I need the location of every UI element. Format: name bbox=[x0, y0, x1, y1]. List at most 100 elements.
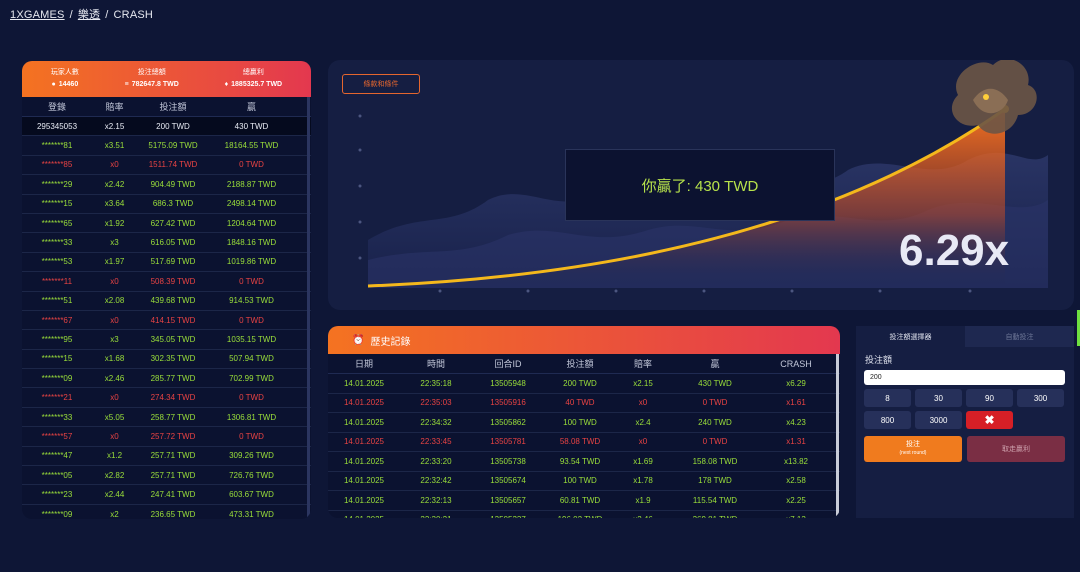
side-edge-indicator bbox=[1077, 310, 1080, 346]
col-crash: CRASH bbox=[780, 358, 812, 369]
chip-300[interactable]: 300 bbox=[1017, 389, 1064, 407]
cashout-button[interactable]: 取走贏利 bbox=[967, 436, 1065, 462]
cell-bet: 257.72 TWD bbox=[150, 431, 196, 441]
col-win: 贏 bbox=[710, 359, 720, 369]
cell-win: 702.99 TWD bbox=[229, 373, 274, 383]
col-bet: 投注額 bbox=[566, 359, 594, 369]
cell-odds: x2.44 bbox=[104, 490, 125, 500]
col-date: 日期 bbox=[354, 359, 373, 369]
cell-crash: x13.82 bbox=[783, 456, 809, 466]
cell-win: 0 TWD bbox=[702, 437, 728, 447]
table-row: *******05 x2.82 257.71 TWD 726.76 TWD bbox=[22, 466, 311, 486]
cell-odds: x3 bbox=[110, 334, 119, 344]
stat-value: 1885325.7 TWD bbox=[231, 81, 283, 88]
table-row: *******21 x0 274.34 TWD 0 TWD bbox=[22, 388, 311, 408]
cell-odds: x2.08 bbox=[104, 296, 125, 306]
history-title: 歷史記錄 bbox=[370, 336, 411, 348]
cell-bet: 439.68 TWD bbox=[150, 296, 196, 306]
cell-date: 14.01.2025 bbox=[343, 495, 385, 505]
cell-bet: 616.05 TWD bbox=[150, 238, 196, 248]
cell-odds: x2 bbox=[110, 509, 119, 519]
crash-game-panel: 條款和條件 你贏了: 430 TWD 6.29x bbox=[328, 60, 1074, 310]
breadcrumb-root-link[interactable]: 1XGAMES bbox=[10, 9, 65, 21]
cell-user: *******33 bbox=[41, 412, 73, 422]
history-scrollbar[interactable] bbox=[836, 354, 839, 518]
cell-crash: x2.25 bbox=[786, 495, 806, 505]
cell-bet: 236.65 TWD bbox=[150, 509, 196, 519]
table-row: *******33 x3 616.05 TWD 1848.16 TWD bbox=[22, 233, 311, 253]
cell-win: 603.67 TWD bbox=[229, 490, 274, 500]
user-icon: ● bbox=[51, 81, 56, 88]
cell-odds: x2.15 bbox=[104, 121, 125, 131]
cell-bet: 302.35 TWD bbox=[150, 354, 196, 364]
cell-win: 914.53 TWD bbox=[229, 296, 274, 306]
cell-time: 22:30:21 bbox=[400, 515, 472, 518]
table-row: 14.01.2025 22:34:32 13505862 100 TWD x2.4 240… bbox=[328, 413, 840, 433]
history-table-body[interactable]: 14.01.2025 22:35:18 13505948 200 TWD x2.15 43… bbox=[328, 374, 840, 518]
table-row: *******29 x2.42 904.49 TWD 2188.87 TWD bbox=[22, 175, 311, 195]
cell-time: 22:32:42 bbox=[420, 476, 452, 486]
bet-amount-input[interactable]: 200 bbox=[864, 370, 1065, 385]
players-scrollbar[interactable] bbox=[307, 97, 310, 517]
bet-button-sub: (next round) bbox=[899, 450, 927, 456]
chip-3000[interactable]: 3000 bbox=[915, 411, 962, 429]
cell-bet: 904.49 TWD bbox=[150, 179, 196, 189]
cell-odds: x1.9 bbox=[635, 495, 651, 505]
crash-curve-fill bbox=[368, 109, 1005, 286]
clear-amount-button[interactable]: ✖ bbox=[966, 411, 1013, 429]
cell-win: 1035.15 TWD bbox=[226, 334, 277, 344]
cell-win: 158.08 TWD bbox=[692, 456, 738, 466]
cell-win: 115.54 TWD bbox=[692, 495, 738, 505]
cell-win: 473.31 TWD bbox=[229, 509, 274, 519]
cell-date: 14.01.2025 bbox=[343, 417, 385, 427]
table-row: 14.01.2025 22:35:18 13505948 200 TWD x2.15 43… bbox=[328, 374, 840, 394]
table-row: *******57 x0 257.72 TWD 0 TWD bbox=[22, 427, 311, 447]
cell-bet: 257.71 TWD bbox=[150, 470, 196, 480]
cell-win: 726.76 TWD bbox=[229, 470, 274, 480]
cell-win: 0 TWD bbox=[702, 398, 728, 408]
cell-odds: x2.46 bbox=[104, 373, 125, 383]
tab-manual-bet[interactable]: 投注額選擇器 bbox=[856, 326, 965, 347]
table-row: *******85 x0 1511.74 TWD 0 TWD bbox=[22, 156, 311, 176]
chip-30[interactable]: 30 bbox=[915, 389, 962, 407]
cell-win: 0 TWD bbox=[239, 431, 264, 441]
cell-odds: x1.92 bbox=[104, 218, 125, 228]
table-row: *******65 x1.92 627.42 TWD 1204.64 TWD bbox=[22, 214, 311, 234]
cell-odds: x0 bbox=[638, 437, 648, 447]
cell-crash: x1.31 bbox=[786, 437, 806, 447]
cell-win: 1204.64 TWD bbox=[226, 218, 277, 228]
tab-auto-bet[interactable]: 自動投注 bbox=[965, 326, 1074, 347]
breadcrumb-lottery-link[interactable]: 樂透 bbox=[77, 9, 101, 21]
bet-tabs: 投注額選擇器 自動投注 bbox=[856, 326, 1074, 347]
cell-bet: 200 TWD bbox=[156, 121, 190, 131]
col-time: 時間 bbox=[426, 359, 445, 369]
cell-user: *******95 bbox=[41, 334, 73, 344]
table-row: *******23 x2.44 247.41 TWD 603.67 TWD bbox=[22, 485, 311, 505]
bet-amount-label: 投注額 bbox=[865, 355, 893, 365]
place-bet-button[interactable]: 投注 (next round) bbox=[864, 436, 962, 462]
chip-90[interactable]: 90 bbox=[966, 389, 1013, 407]
chip-8[interactable]: 8 bbox=[864, 389, 911, 407]
cell-time: 22:32:13 bbox=[420, 495, 452, 505]
cell-win: 430 TWD bbox=[234, 121, 269, 131]
breadcrumb-separator: / bbox=[69, 9, 73, 21]
cell-crash: x6.29 bbox=[786, 378, 806, 388]
cell-odds: x2.15 bbox=[633, 378, 653, 388]
players-table-body[interactable]: 295345053 x2.15 200 TWD 430 TWD *******81 x3.… bbox=[22, 117, 311, 519]
cell-crash: x2.58 bbox=[786, 476, 806, 486]
history-table-header: 日期 時間 回合ID 投注額 賠率 贏 CRASH bbox=[328, 354, 840, 374]
col-odds: 賠率 bbox=[105, 102, 124, 112]
col-odds: 賠率 bbox=[633, 359, 652, 369]
cell-id: 13505674 bbox=[490, 476, 526, 486]
players-table-header: 登錄 賠率 投注額 贏 bbox=[22, 97, 311, 117]
terms-button[interactable]: 條款和條件 bbox=[342, 74, 420, 94]
chip-800[interactable]: 800 bbox=[864, 411, 911, 429]
stat-label: 玩家人數 bbox=[50, 69, 79, 76]
cell-date: 14.01.2025 bbox=[343, 378, 385, 388]
cell-time: 22:34:32 bbox=[420, 417, 452, 427]
cell-date: 14.01.2025 bbox=[343, 476, 385, 486]
table-row: *******51 x2.08 439.68 TWD 914.53 TWD bbox=[22, 292, 311, 311]
cell-bet: 40 TWD bbox=[565, 398, 595, 408]
cell-bet: 686.3 TWD bbox=[152, 199, 194, 209]
cell-user: *******09 bbox=[41, 373, 73, 383]
